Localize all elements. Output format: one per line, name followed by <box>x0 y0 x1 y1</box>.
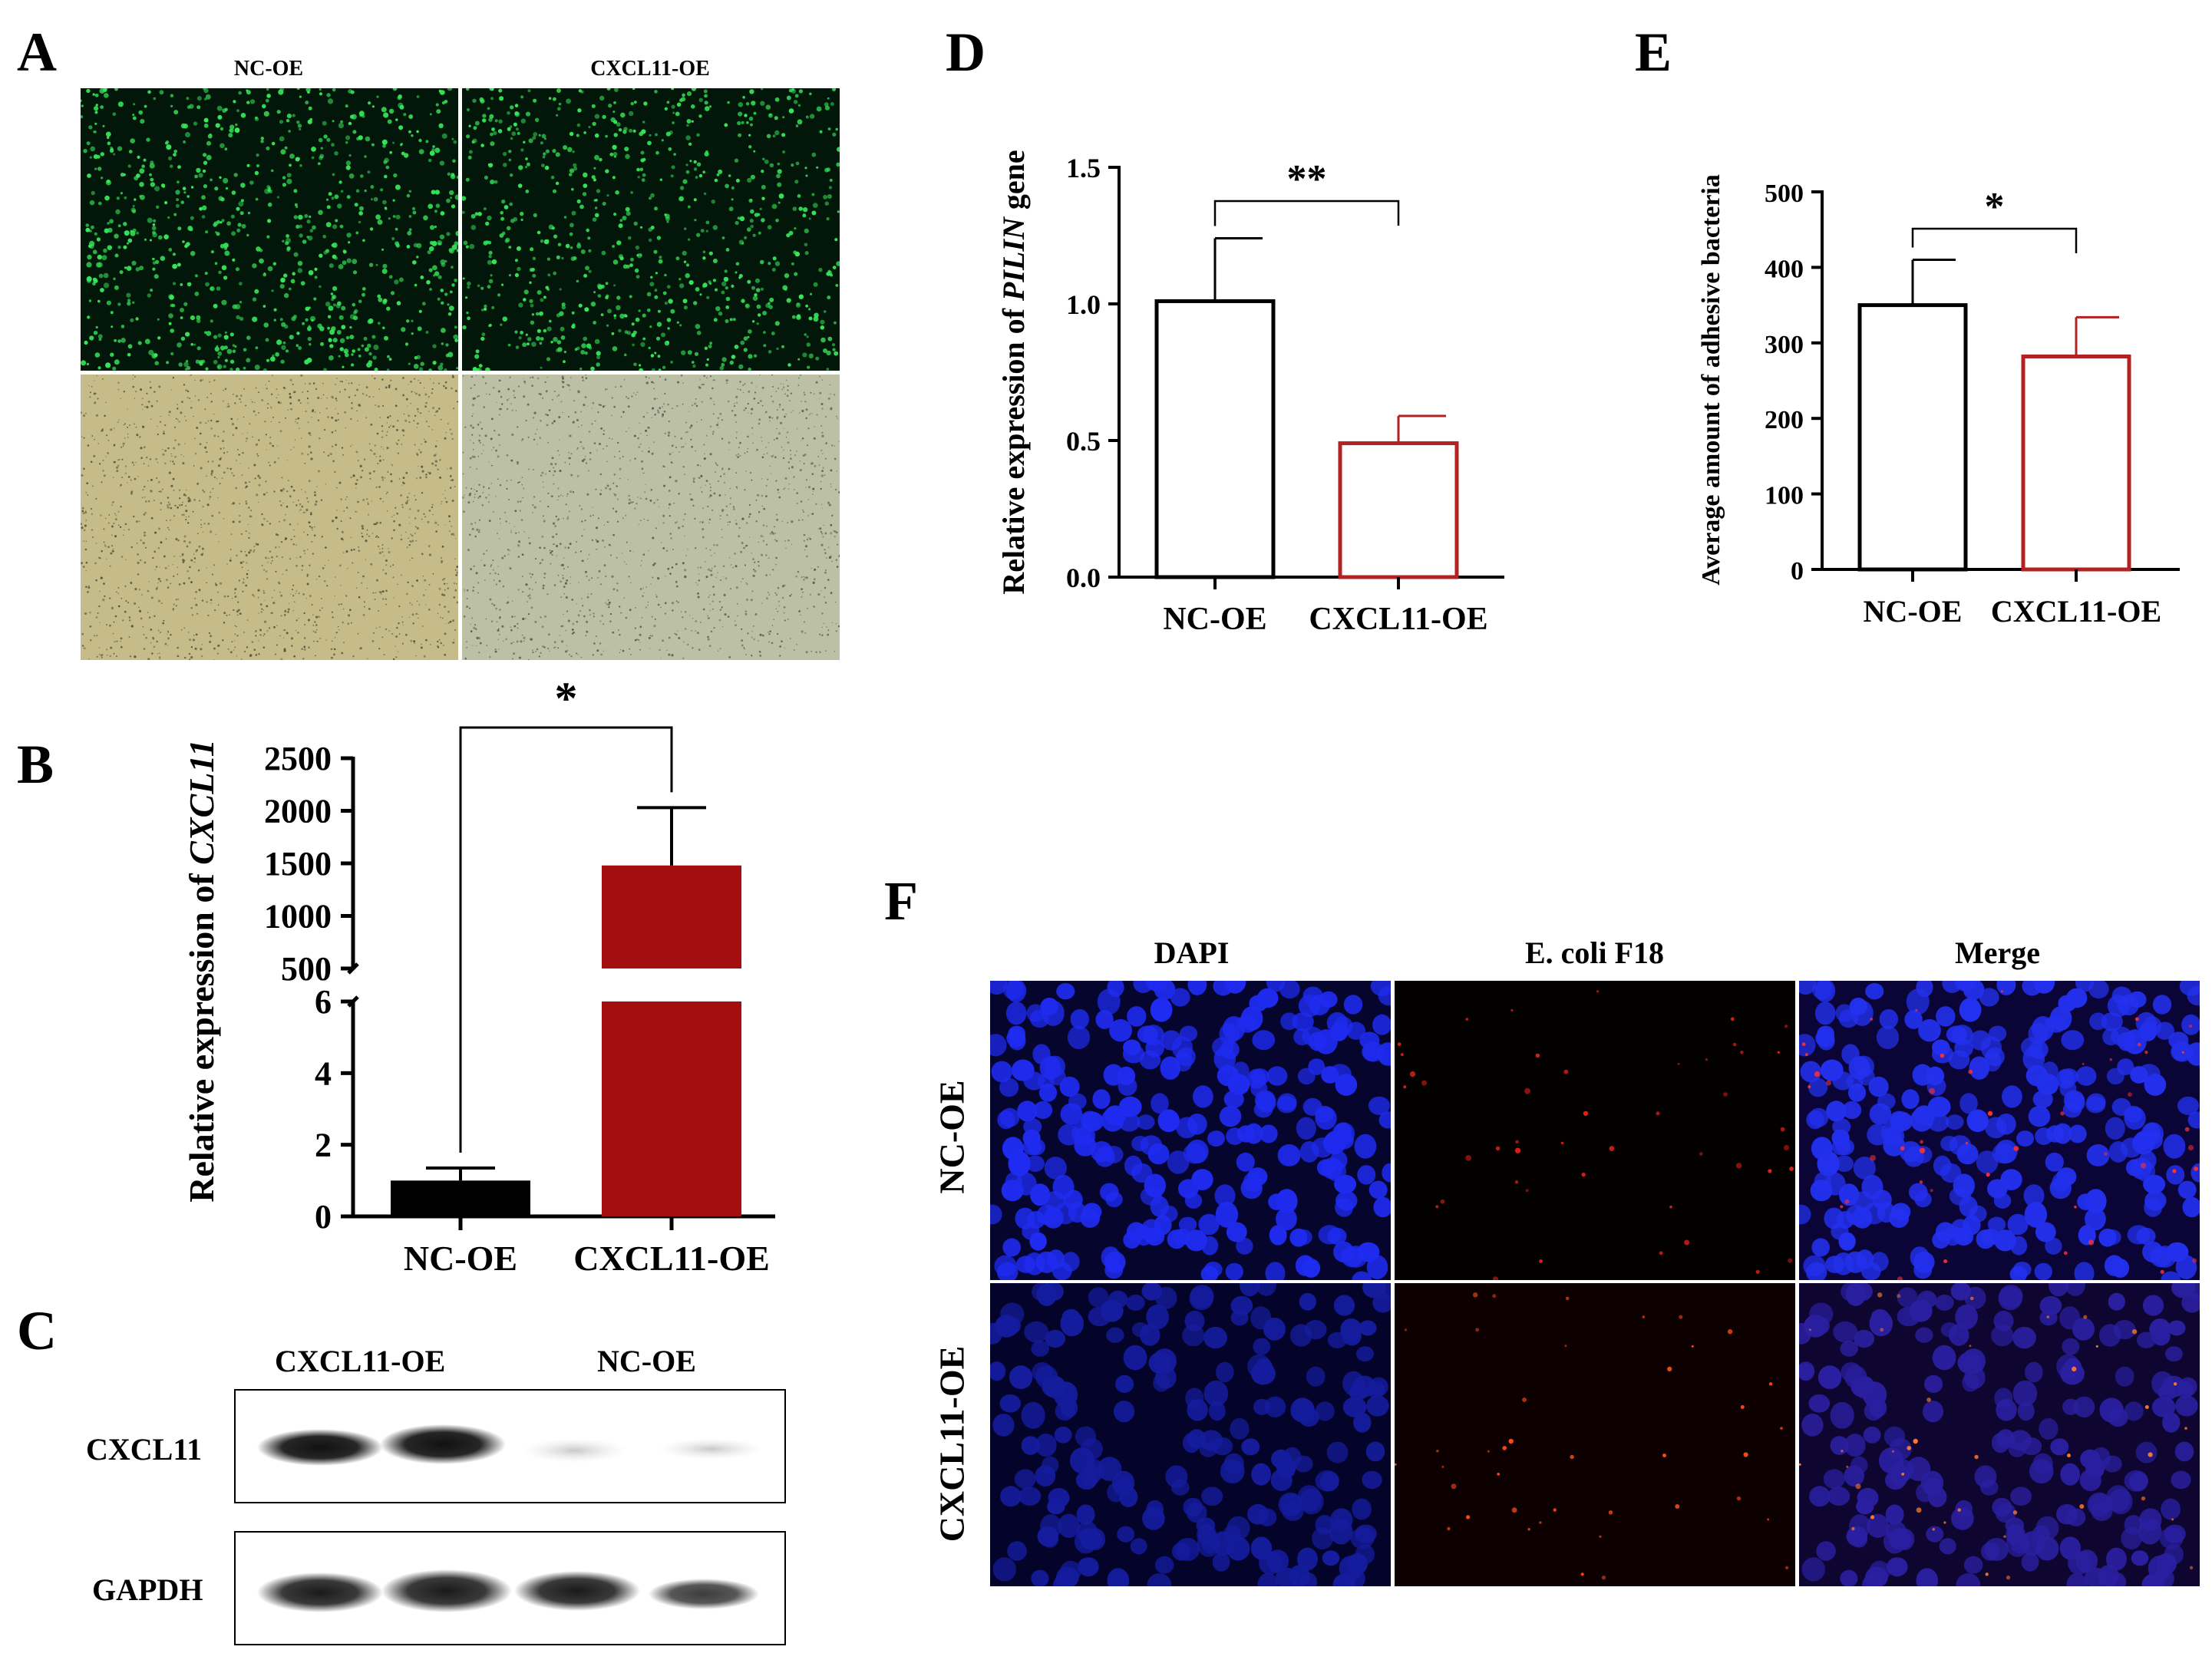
bar-nc-oe <box>391 1180 530 1216</box>
y-tick-label: 100 <box>1765 482 1804 510</box>
ecoli-image <box>1395 981 1795 1280</box>
y-tick-label: 500 <box>1765 180 1804 208</box>
y-tick-label: 1000 <box>264 898 332 935</box>
y-axis-title: Relative expression of CXCL11 <box>182 739 221 1203</box>
x-tick-label: CXCL11-OE <box>1309 602 1487 637</box>
y-tick-label: 200 <box>1765 406 1804 434</box>
significance-label: * <box>555 673 578 724</box>
bar-nc-oe <box>1857 303 1968 572</box>
y-tick-label: 2000 <box>264 793 332 830</box>
western-blot-gapdh <box>234 1531 786 1645</box>
y-tick-label: 0 <box>1791 557 1804 586</box>
panel-a-fluorescence-nc-oe <box>81 88 458 371</box>
panel-f-merge-nc-oe <box>1799 981 2200 1280</box>
merge-image <box>1799 981 2200 1280</box>
panel-f-row-cxcl11-oe: CXCL11-OE <box>932 1345 972 1543</box>
y-tick-label: 4 <box>315 1054 332 1092</box>
blot-bands <box>257 1424 764 1466</box>
panel-letter-e: E <box>1635 21 1672 83</box>
y-axis-title: Relative expression of PILIN gene <box>996 150 1031 594</box>
y-tick-label: 0 <box>315 1198 332 1236</box>
panel-c-lane-group-cxcl11-oe: CXCL11-OE <box>275 1344 446 1378</box>
y-tick-label: 2500 <box>264 740 332 777</box>
panel-letter-f: F <box>884 870 918 932</box>
panel-f-ecoli-cxcl11-oe <box>1395 1283 1795 1586</box>
panel-a-brightfield-nc-oe <box>81 375 458 660</box>
bar-cxcl11-oe-lower <box>602 1001 741 1216</box>
panel-f-col-ecoli: E. coli F18 <box>1524 935 1665 970</box>
panel-a-fluorescence-cxcl11-oe <box>462 88 840 371</box>
y-tick-label: 300 <box>1765 331 1804 359</box>
y-tick-label: 1500 <box>264 845 332 883</box>
significance-label: * <box>1985 185 2005 229</box>
y-tick-label: 500 <box>281 950 332 988</box>
panel-a-brightfield-cxcl11-oe <box>462 375 840 660</box>
panel-f-row-nc-oe: NC-OE <box>932 1080 972 1194</box>
y-tick-label: 2 <box>315 1127 332 1164</box>
x-tick-label: CXCL11-OE <box>573 1239 770 1278</box>
panel-f-dapi-nc-oe <box>990 981 1391 1280</box>
brightfield-image <box>81 375 458 660</box>
dapi-image <box>990 1283 1391 1586</box>
panel-a-col-cxcl11-oe: CXCL11-OE <box>590 57 710 81</box>
brightfield-image <box>462 375 840 660</box>
panel-c-row-cxcl11: CXCL11 <box>86 1432 203 1467</box>
significance-bracket <box>459 726 673 1153</box>
panel-f-col-dapi: DAPI <box>1154 935 1230 970</box>
panel-f-ecoli-nc-oe <box>1395 981 1795 1280</box>
blot-bands <box>257 1569 759 1612</box>
ecoli-image <box>1395 1283 1795 1586</box>
x-tick-label: NC-OE <box>1163 602 1266 637</box>
significance-label: ** <box>1287 157 1327 201</box>
x-tick-label: NC-OE <box>404 1239 517 1278</box>
y-axis-title: Average amount of adhesive bacteria <box>1697 174 1725 586</box>
x-tick-label: NC-OE <box>1864 594 1963 629</box>
y-tick-label: 6 <box>315 983 332 1021</box>
panel-f-col-merge: Merge <box>1954 935 2040 970</box>
western-blot-cxcl11 <box>234 1389 786 1503</box>
panel-c-row-gapdh: GAPDH <box>92 1572 203 1607</box>
panel-letter-d: D <box>946 21 985 83</box>
y-tick-label: 1.0 <box>1066 289 1101 320</box>
panel-f-merge-cxcl11-oe <box>1799 1283 2200 1586</box>
y-tick-label: 400 <box>1765 255 1804 283</box>
panel-letter-c: C <box>17 1300 57 1361</box>
panel-letter-b: B <box>17 734 54 795</box>
fluorescence-image <box>462 88 840 371</box>
fluorescence-image <box>81 88 458 371</box>
y-tick-label: 0.5 <box>1066 426 1101 457</box>
significance-bracket <box>1911 227 2078 253</box>
y-tick-label: 0.0 <box>1066 563 1101 593</box>
panel-c-lane-group-nc-oe: NC-OE <box>597 1344 696 1378</box>
merge-image <box>1799 1283 2200 1586</box>
y-tick-label: 1.5 <box>1066 153 1101 183</box>
panel-letter-a: A <box>17 21 57 83</box>
bar-cxcl11-oe-upper <box>602 865 741 968</box>
panel-a-col-nc-oe: NC-OE <box>233 57 304 81</box>
x-tick-label: CXCL11-OE <box>1991 594 2161 629</box>
significance-bracket <box>1213 200 1400 226</box>
bar-cxcl11-oe <box>2021 355 2131 572</box>
dapi-image <box>990 981 1391 1280</box>
panel-f-dapi-cxcl11-oe <box>990 1283 1391 1586</box>
